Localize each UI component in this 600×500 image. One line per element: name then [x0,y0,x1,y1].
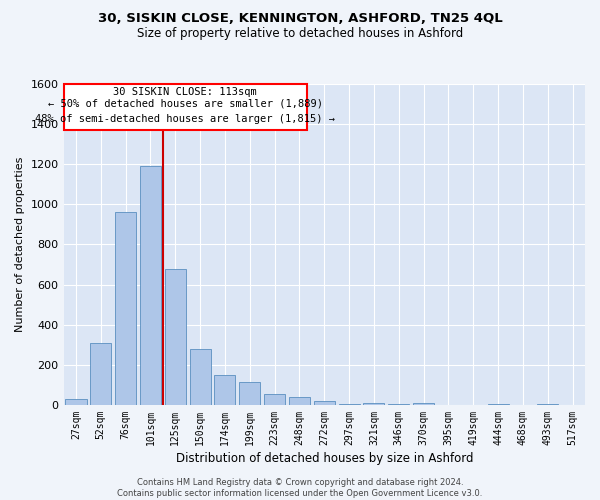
Bar [214,375,235,405]
Bar [537,404,559,405]
Bar [115,212,136,405]
Bar [314,401,335,405]
Bar [90,343,112,405]
Y-axis label: Number of detached properties: Number of detached properties [15,157,25,332]
Text: Size of property relative to detached houses in Ashford: Size of property relative to detached ho… [137,28,463,40]
Bar [140,166,161,405]
Bar [190,349,211,405]
Text: Contains HM Land Registry data © Crown copyright and database right 2024.
Contai: Contains HM Land Registry data © Crown c… [118,478,482,498]
Bar [364,403,385,405]
Bar [289,397,310,405]
Bar [338,404,359,405]
Bar [413,403,434,405]
Bar [165,268,186,405]
Text: 48% of semi-detached houses are larger (1,815) →: 48% of semi-detached houses are larger (… [35,114,335,124]
Text: 30 SISKIN CLOSE: 113sqm: 30 SISKIN CLOSE: 113sqm [113,87,257,97]
Bar [388,404,409,405]
Text: 30, SISKIN CLOSE, KENNINGTON, ASHFORD, TN25 4QL: 30, SISKIN CLOSE, KENNINGTON, ASHFORD, T… [98,12,502,26]
Bar [239,382,260,405]
Bar [488,404,509,405]
Bar [264,394,285,405]
Bar [65,399,86,405]
X-axis label: Distribution of detached houses by size in Ashford: Distribution of detached houses by size … [176,452,473,465]
Text: ← 50% of detached houses are smaller (1,889): ← 50% of detached houses are smaller (1,… [48,99,323,109]
FancyBboxPatch shape [64,84,307,130]
